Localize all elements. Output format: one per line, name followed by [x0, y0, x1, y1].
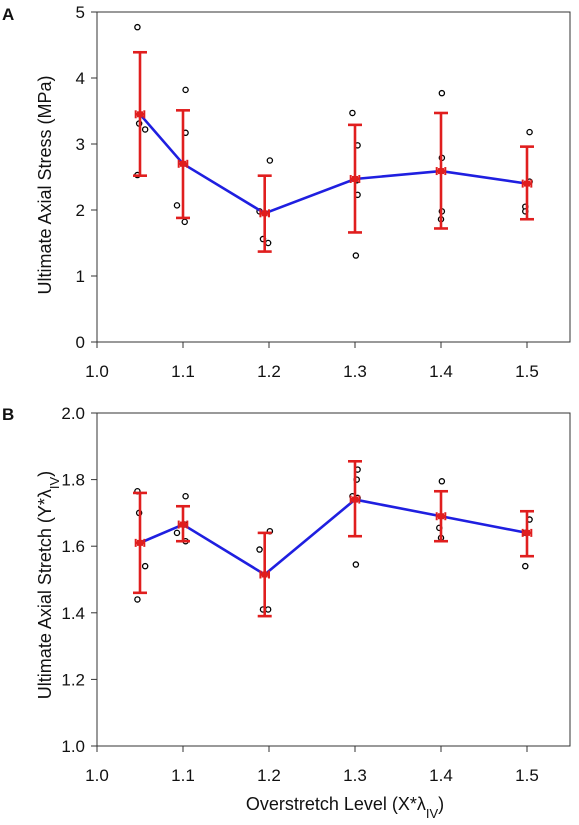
x-tick-label-a: 1.5: [515, 362, 539, 381]
chart-panel-b: 1.0 1.2 1.4 1.6 1.8 2.0 1.0 1.1 1.2 1.3 1.4 1.5: [61, 404, 571, 785]
data-point-a: [438, 89, 446, 97]
x-tick-label-b: 1.0: [85, 766, 109, 785]
data-point-b: [264, 606, 272, 613]
data-point-a: [264, 239, 272, 247]
mean-marker-b: [524, 529, 530, 536]
y-tick-label-a: 0: [76, 333, 85, 352]
panel-letter-a: A: [2, 5, 14, 24]
y-axis-title-b-main: Ultimate Axial Stretch (Y*λ: [35, 489, 55, 699]
plot-frame-b: [96, 412, 571, 747]
x-tick-label-b: 1.3: [343, 766, 367, 785]
data-point-b: [182, 492, 189, 500]
mean-line-b: [139, 498, 528, 577]
mean-marker-b: [438, 513, 444, 520]
y-axis-title-a: Ultimate Axial Stress (MPa): [35, 75, 55, 294]
data-point-a: [141, 126, 149, 133]
y-tick-label-b: 1.4: [61, 604, 85, 623]
x-tick-label-b: 1.2: [257, 766, 281, 785]
y-tick-label-a: 2: [76, 201, 85, 220]
x-axis-title-b-main: Overstretch Level (X*λ: [246, 794, 426, 814]
data-point-b: [256, 546, 263, 553]
data-point-a: [181, 218, 188, 226]
x-axis-title-b-sub: IV: [426, 806, 439, 821]
data-point-a: [266, 157, 274, 164]
mean-marker-b: [180, 521, 186, 528]
y-tick-label-a: 3: [76, 135, 85, 154]
y-axis-title-b: Ultimate Axial Stretch (Y*λIV): [35, 471, 62, 699]
x-axis-title-b: Overstretch Level (X*λIV): [246, 794, 444, 821]
x-tick-label-b: 1.4: [429, 766, 453, 785]
y-tick-label-a: 5: [76, 3, 85, 22]
data-point-b: [352, 561, 360, 568]
mean-marker-a: [524, 180, 530, 187]
y-tick-label-b: 2.0: [61, 404, 85, 423]
mean-marker-a: [438, 168, 444, 175]
data-point-a: [134, 23, 141, 31]
x-tick-label-a: 1.1: [171, 362, 195, 381]
x-tick-label-b: 1.1: [171, 766, 195, 785]
data-point-b: [134, 596, 141, 603]
plot-frame-a: [96, 11, 571, 343]
x-tick-label-a: 1.0: [85, 362, 109, 381]
y-axis-title-b-close: ): [35, 471, 55, 477]
mean-marker-a: [261, 210, 268, 217]
x-tick-label-a: 1.3: [343, 362, 367, 381]
data-point-a: [526, 128, 533, 136]
chart-panel-a: 0 1 2 3 4 5 1.0 1.1 1.2 1.3 1.4 1.5: [76, 3, 571, 381]
mean-marker-a: [352, 175, 358, 182]
data-point-b: [141, 562, 149, 570]
x-tick-label-b: 1.5: [515, 766, 539, 785]
data-point-a: [182, 86, 189, 94]
data-point-b: [438, 478, 446, 485]
mean-marker-b: [137, 539, 143, 546]
x-tick-label-a: 1.4: [429, 362, 453, 381]
y-tick-label-b: 1.8: [61, 471, 85, 490]
panel-letter-b: B: [2, 405, 14, 424]
y-tick-label-a: 4: [76, 69, 85, 88]
x-axis-title-b-close: ): [438, 794, 444, 814]
x-tick-label-a: 1.2: [257, 362, 281, 381]
mean-line-a: [139, 113, 528, 215]
y-tick-label-b: 1.0: [61, 737, 85, 756]
data-point-b: [173, 529, 181, 537]
data-point-b: [522, 562, 529, 570]
mean-marker-b: [261, 571, 268, 578]
data-point-a: [352, 252, 360, 259]
y-tick-label-a: 1: [76, 267, 85, 286]
mean-marker-a: [137, 111, 143, 118]
mean-marker-a: [180, 160, 186, 167]
mean-marker-b: [352, 496, 358, 503]
data-point-a: [349, 109, 356, 117]
data-point-a: [173, 202, 181, 209]
y-axis-title-b-sub: IV: [47, 476, 62, 489]
y-tick-label-b: 1.6: [61, 537, 85, 556]
y-tick-label-b: 1.2: [61, 670, 85, 689]
